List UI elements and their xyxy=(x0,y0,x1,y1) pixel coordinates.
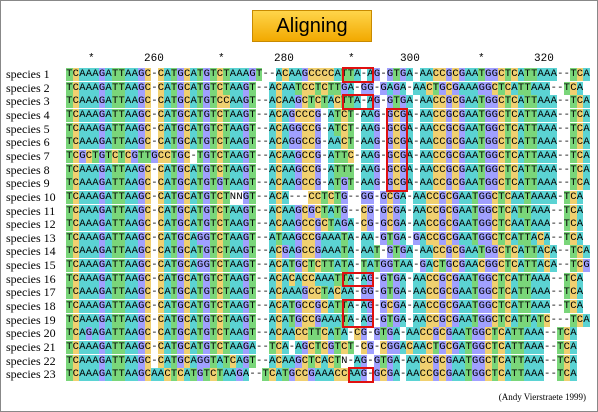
sequence-row: TCAAAGATTAAGC-CATGCATGTCTAAGT--ACGAGCCGA… xyxy=(66,245,590,258)
base-cell: A xyxy=(577,191,584,204)
base-cell: A xyxy=(577,300,584,313)
highlight-box xyxy=(342,94,374,110)
sequence-row: TCAAAGATTAAGC-CATGCATGTCTAAGT--ACAAGCCG-… xyxy=(66,164,590,177)
base-cell: A xyxy=(577,82,584,95)
base-cell: A xyxy=(577,205,584,218)
ruler-tick: * xyxy=(88,52,95,66)
ruler-tick: * xyxy=(478,52,485,66)
species-label: species 3 xyxy=(6,95,50,108)
highlight-box xyxy=(348,367,374,383)
base-cell: A xyxy=(583,164,590,177)
species-label: species 8 xyxy=(6,164,50,177)
species-label: species 16 xyxy=(6,273,56,286)
sequence-row: TCAAAGATTAAGC-CATGCATGTCTAAGA--TCA-AGCTC… xyxy=(66,341,577,354)
highlight-box xyxy=(342,67,374,83)
species-label: species 4 xyxy=(6,109,50,122)
highlight-box xyxy=(342,299,374,328)
species-label: species 2 xyxy=(6,82,50,95)
base-cell: G xyxy=(583,259,590,272)
base-cell: A xyxy=(583,177,590,190)
sequence-row: TCAAAGATTAAGC-CATGCATGTCTAAGT--ACACACCAA… xyxy=(66,273,583,286)
species-label: species 20 xyxy=(6,327,56,340)
sequence-row: TCAAAGATTAAGC-CATGCATGTCCAAGT--ACAAGCTCT… xyxy=(66,95,590,108)
species-label: species 1 xyxy=(6,68,50,81)
ruler-tick: 280 xyxy=(274,52,294,66)
highlight-box xyxy=(342,272,374,288)
base-cell: A xyxy=(583,150,590,163)
sequence-row: TCAAAGATTAAGC-CATGCATGTCTAAGT--ACAAGCCGC… xyxy=(66,218,583,231)
base-cell: A xyxy=(583,109,590,122)
base-cell: A xyxy=(583,136,590,149)
sequence-row: TCAAAGATTAAGC-CATGCATGTCTAAGT--ACAGGCCG-… xyxy=(66,123,590,136)
sequence-row: TCAAAGATTAAGC-CATGCAGGTCTAAGT--ATAAGCCGA… xyxy=(66,232,583,245)
species-label: species 6 xyxy=(6,136,50,149)
species-label: species 11 xyxy=(6,205,55,218)
base-cell: A xyxy=(570,368,577,381)
sequence-row: TCAAAGATTAAGC-CATGCAGGTCTAAGT--ACATGCTCT… xyxy=(66,259,590,272)
species-label: species 10 xyxy=(6,191,56,204)
sequence-row: TCAAAGATTAAGC-CATGCATGTCTAAGT--ACAGCCCG-… xyxy=(66,109,590,122)
ruler-tick: 320 xyxy=(534,52,554,66)
base-cell: A xyxy=(583,68,590,81)
species-label: species 23 xyxy=(6,368,56,381)
base-cell: A xyxy=(583,314,590,327)
base-cell: A xyxy=(577,232,584,245)
ruler-tick: 260 xyxy=(144,52,164,66)
sequence-row: TCAAAGATTAAGC-CATGCATGTCTAAGT--ACAGGCCG-… xyxy=(66,136,590,149)
base-cell: A xyxy=(577,273,584,286)
sequence-row: TCAAAGATTAAGCAACTCATGTCTAAGA--TCATGCCGAA… xyxy=(66,368,577,381)
highlight-box xyxy=(386,108,408,192)
base-cell: A xyxy=(570,341,577,354)
species-label: species 14 xyxy=(6,245,56,258)
species-label: species 9 xyxy=(6,177,50,190)
sequence-row: TCAAAGATTAAGC-CATGCATGTCTAAAGT--ACAAGCCC… xyxy=(66,68,590,81)
credit-text: (Andy Vierstraete 1999) xyxy=(499,392,586,402)
species-label: species 13 xyxy=(6,232,56,245)
species-label: species 21 xyxy=(6,341,56,354)
sequence-row: TCAAAGATTAAGC-CATGCATGTGTAAGT--ACAAGCCG-… xyxy=(66,177,590,190)
species-label: species 18 xyxy=(6,300,56,313)
species-label: species 12 xyxy=(6,218,56,231)
species-label: species 5 xyxy=(6,123,50,136)
ruler-tick: * xyxy=(218,52,225,66)
base-cell: A xyxy=(583,123,590,136)
base-cell: A xyxy=(577,286,584,299)
sequence-row: TCAAAGATTAAGC-CATGCATGTCTAAGT--ACAAGCGCT… xyxy=(66,205,583,218)
species-label: species 22 xyxy=(6,355,56,368)
base-cell: A xyxy=(583,95,590,108)
base-cell: A xyxy=(570,327,577,340)
sequence-row: TCAAAGATTAAGC-CATGCATGTCTAAGT--ACAATCCTC… xyxy=(66,82,583,95)
species-label: species 17 xyxy=(6,286,56,299)
ruler-tick: 300 xyxy=(400,52,420,66)
base-cell: A xyxy=(577,218,584,231)
sequence-row: TCAAAGATTAAGC-CATGCATGTCTAAGT--ACAAAGCCT… xyxy=(66,286,583,299)
sequence-row: TCAGAGATTAAGC-CATGCATGTCTAAGT--ACAACCTTC… xyxy=(66,327,577,340)
sequence-row: TCAAAGATTAAGC-CATGCATGTCTAAGT--ACATGCCGA… xyxy=(66,314,590,327)
species-label: species 19 xyxy=(6,314,56,327)
species-label: species 7 xyxy=(6,150,50,163)
sequence-row: TCAAAGATTAAGC-CATGCATGTCTAAGT--ACATGCCGC… xyxy=(66,300,583,313)
sequence-row: TCAAAGATTAAGC-CATGCAGGTATCAGT--ACAAGCTCA… xyxy=(66,355,577,368)
species-label: species 15 xyxy=(6,259,56,272)
ruler-tick: * xyxy=(348,52,355,66)
base-cell: A xyxy=(583,245,590,258)
base-cell: A xyxy=(570,355,577,368)
position-ruler: * 260 * 280 * 300 * 320 xyxy=(0,52,598,66)
figure-title: Aligning xyxy=(252,10,372,42)
sequence-row: TCAAAGATTAAGC-CATGCATGTCTNNGT--ACA---CCT… xyxy=(66,191,583,204)
